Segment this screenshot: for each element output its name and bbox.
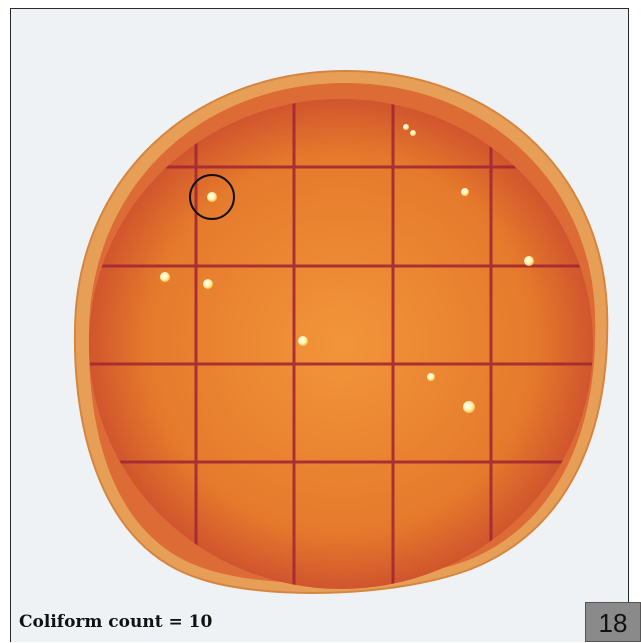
colony (203, 279, 213, 289)
agar-medium (89, 99, 593, 589)
colony (463, 401, 475, 413)
colony (207, 192, 217, 202)
highlight-circle (189, 174, 235, 220)
colonies (160, 124, 534, 413)
colony (461, 188, 469, 196)
colony (427, 373, 435, 381)
colony (403, 124, 409, 130)
coliform-count-caption: Coliform count = 10 (19, 612, 213, 632)
colony (160, 272, 170, 282)
colony (298, 336, 308, 346)
image-frame (10, 8, 629, 642)
figure-number-badge: 18 (585, 602, 641, 642)
colony (410, 130, 416, 136)
colony (524, 256, 534, 266)
petri-dish-image (73, 69, 609, 594)
